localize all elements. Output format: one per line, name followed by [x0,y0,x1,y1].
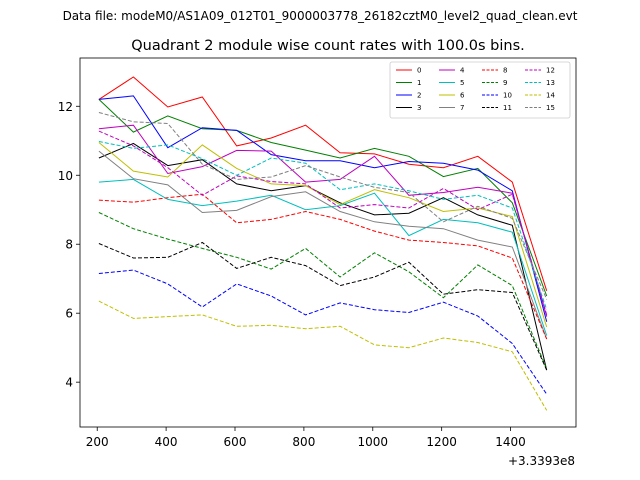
legend-label-9: 9 [503,79,507,87]
x-tick-label-200: 200 [86,435,109,449]
y-tick-label-10: 10 [58,169,73,183]
x-tick-label-800: 800 [292,435,315,449]
legend-label-0: 0 [417,67,421,75]
legend-label-8: 8 [503,67,507,75]
legend-label-5: 5 [460,79,464,87]
chart-title: Quadrant 2 module wise count rates with … [131,38,525,54]
series-line-12 [98,130,548,316]
series-line-10 [98,269,548,395]
series-line-9 [98,212,548,370]
x-offset-label: +3.3393e8 [508,454,575,468]
x-tick-label-600: 600 [224,435,247,449]
legend-label-6: 6 [460,92,465,100]
legend-label-1: 1 [417,79,421,87]
legend-label-15: 15 [546,104,555,112]
legend-label-11: 11 [503,104,512,112]
x-tick-label-1200: 1200 [426,435,457,449]
series-line-2 [98,95,548,322]
series-line-14 [98,300,548,411]
y-tick-label-4: 4 [65,376,73,390]
y-tick-label-12: 12 [58,100,73,114]
legend-label-3: 3 [417,104,421,112]
series-line-13 [98,141,548,310]
series-line-15 [98,112,548,300]
legend-label-10: 10 [503,92,512,100]
legend-label-13: 13 [546,79,555,87]
series-line-3 [98,142,548,371]
legend-label-2: 2 [417,92,421,100]
y-tick-label-8: 8 [65,238,73,252]
axes-frame [79,57,577,428]
data-file-header: Data file: modeM0/AS1A09_012T01_90000037… [63,9,578,23]
legend-label-4: 4 [460,67,465,75]
x-tick-label-1000: 1000 [358,435,389,449]
series-line-0 [98,76,548,291]
legend-label-7: 7 [460,104,464,112]
series-line-7 [98,150,548,340]
series-line-8 [98,193,548,340]
legend-box [389,61,571,119]
legend-label-12: 12 [546,67,555,75]
series-line-5 [98,178,548,336]
series-line-1 [98,99,548,297]
legend-label-14: 14 [546,92,555,100]
x-tick-label-1400: 1400 [495,435,526,449]
plot-layer [98,76,548,411]
series-line-11 [98,241,548,371]
x-tick-label-400: 400 [155,435,178,449]
y-tick-label-6: 6 [65,307,73,321]
